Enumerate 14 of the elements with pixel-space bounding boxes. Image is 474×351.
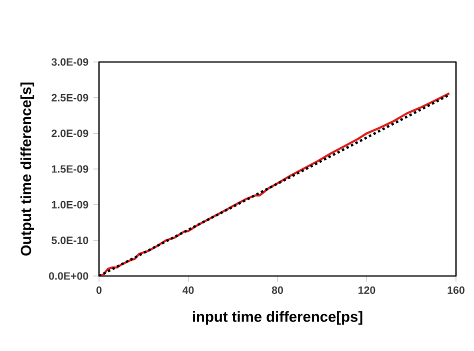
y-tick-label: 5.0E-10 — [52, 236, 88, 244]
x-tick-label: 160 — [448, 286, 464, 294]
y-tick-label: 1.5E-09 — [52, 165, 88, 173]
y-tick-label: 0.0E+00 — [48, 272, 88, 280]
x-tick-label: 40 — [182, 286, 194, 294]
y-tick-label: 2.0E-09 — [52, 130, 88, 138]
x-tick-label: 120 — [358, 286, 376, 294]
x-tick-label: 80 — [272, 286, 283, 294]
y-tick-label: 2.5E-09 — [52, 94, 88, 102]
x-tick-label: 0 — [96, 286, 102, 294]
y-tick-label: 3.0E-09 — [51, 58, 88, 66]
x-axis-title: input time difference[ps] — [192, 311, 362, 325]
y-tick-label: 1.0E-09 — [52, 200, 88, 208]
y-axis-title: Output time difference[s] — [20, 82, 34, 256]
